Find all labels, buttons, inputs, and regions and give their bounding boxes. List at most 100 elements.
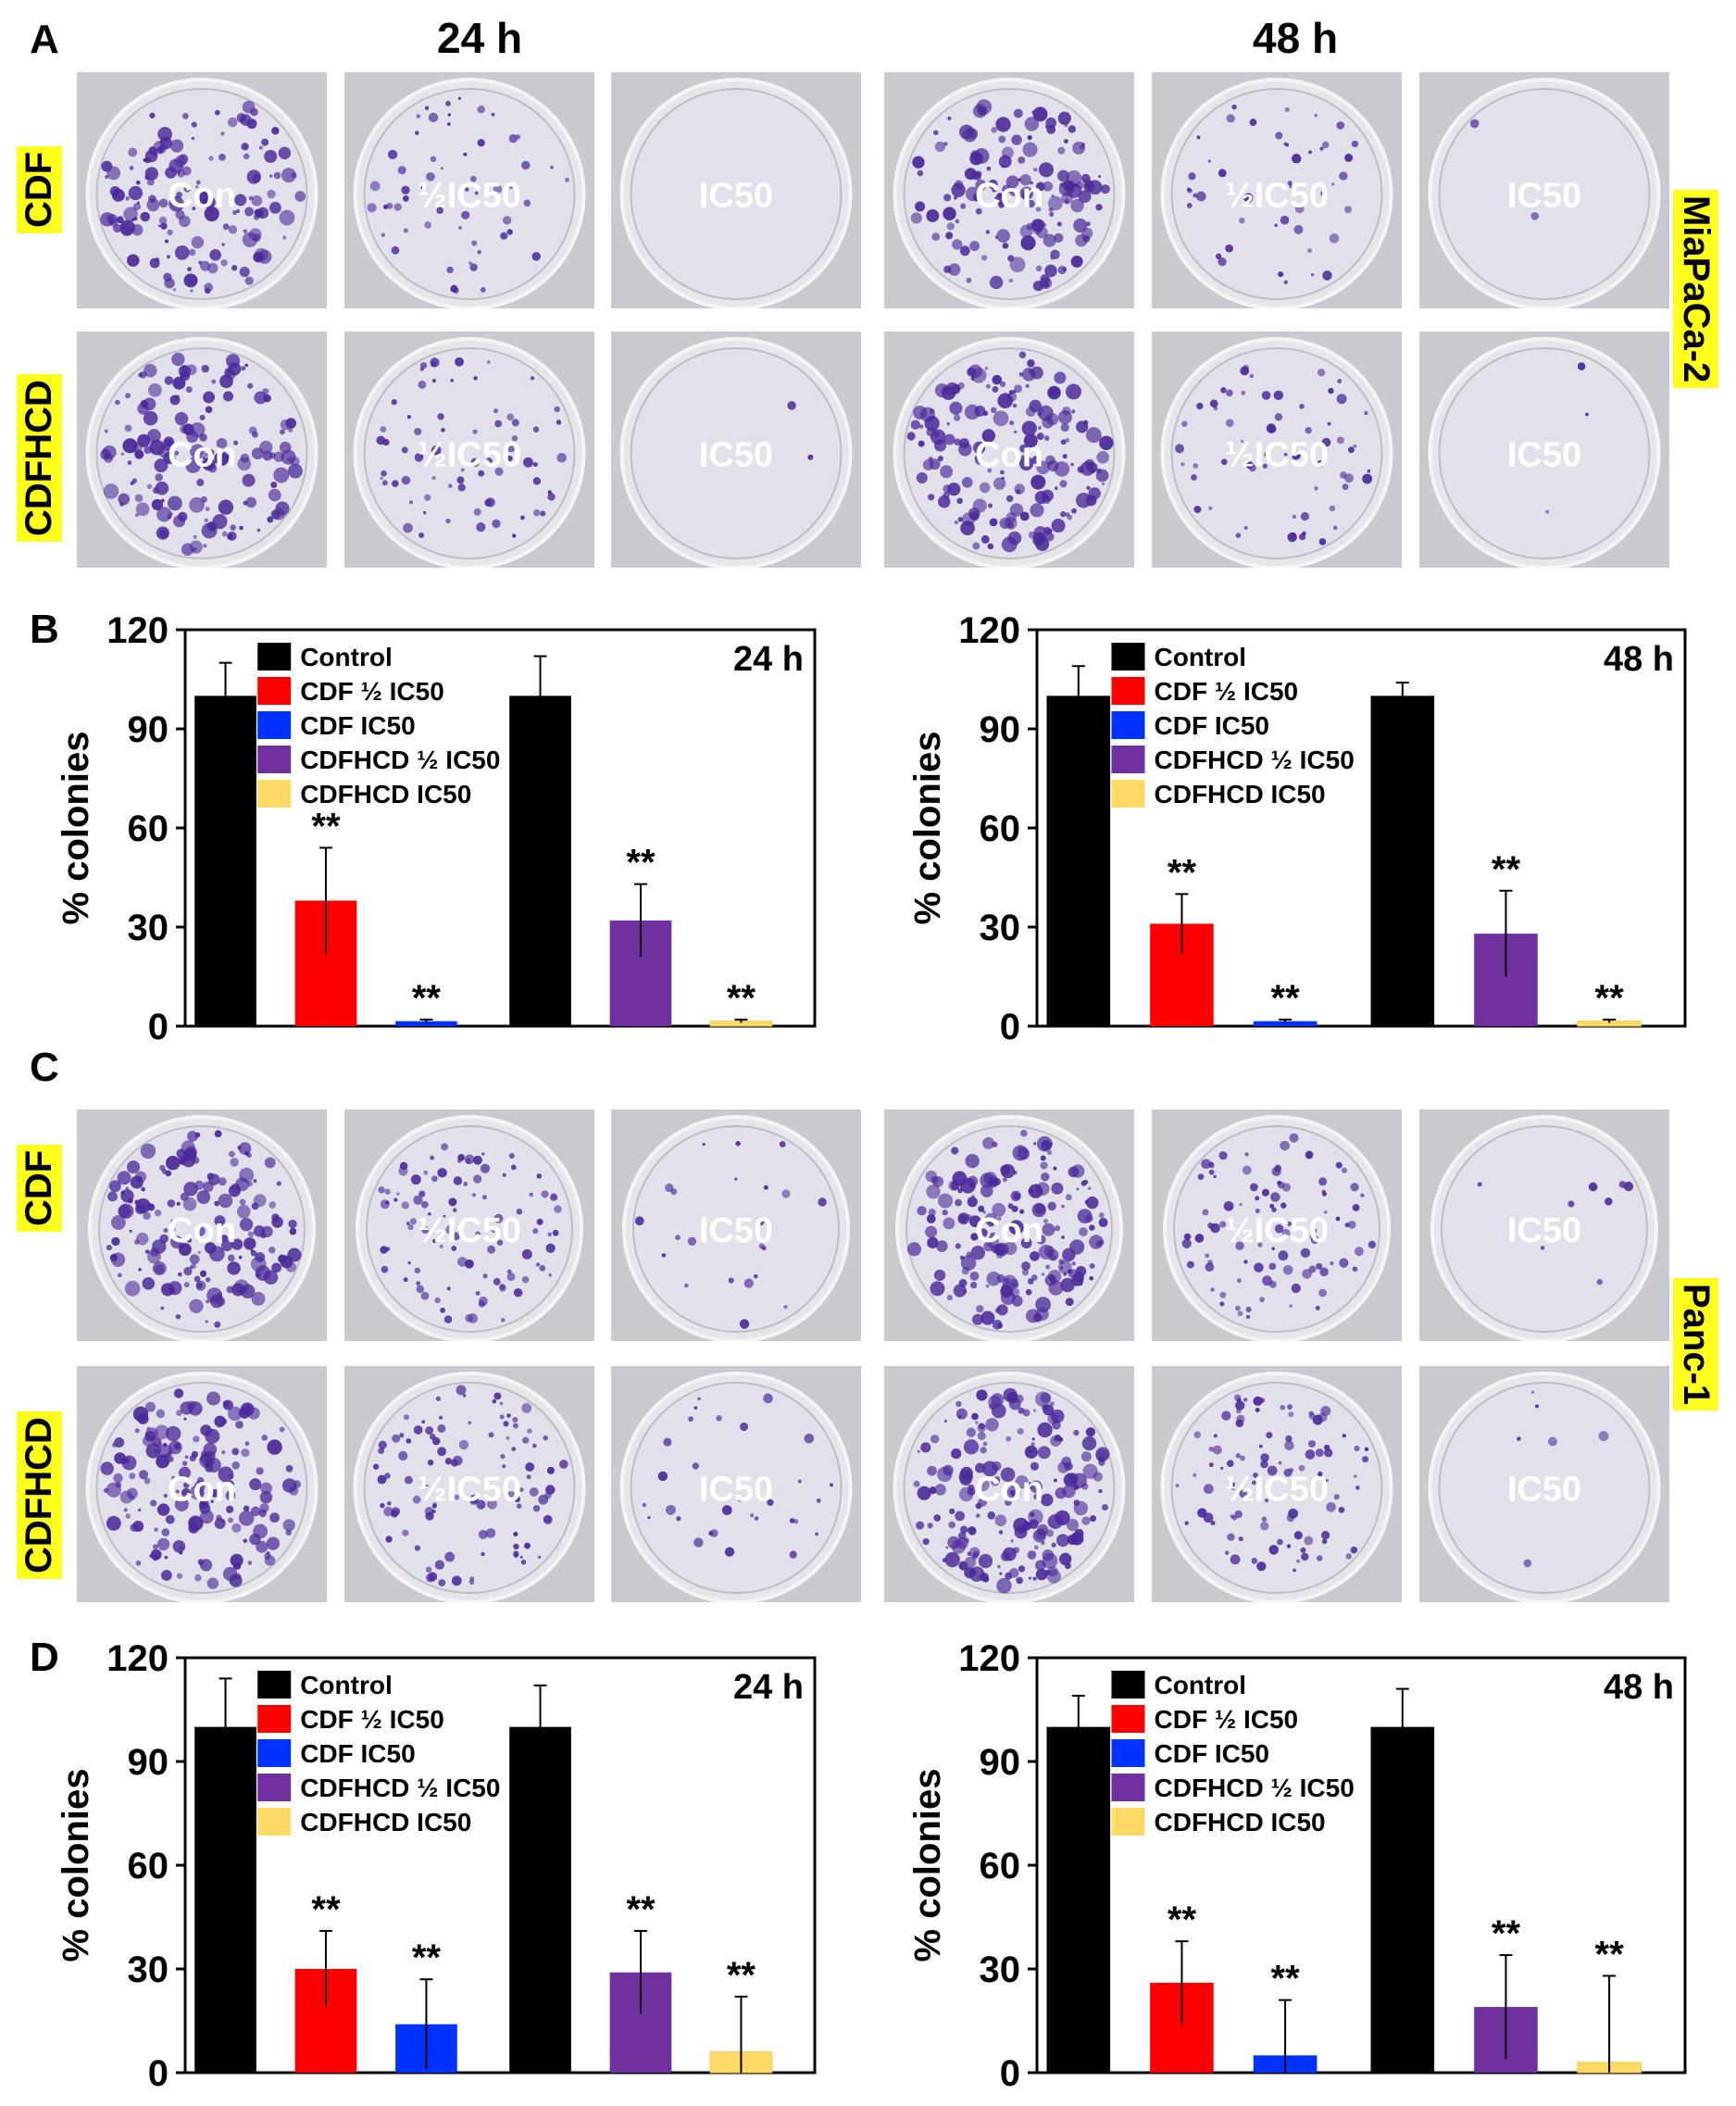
dish-label: ½IC50 [418,436,521,475]
legend-label: Control [1155,1671,1247,1699]
dish-photo: ½IC50 [1152,72,1402,308]
dish-label: ½IC50 [418,1471,521,1510]
chart-time-label: 48 h [1604,640,1674,679]
bar [509,696,571,1026]
row-label-cdfhcd-a: CDFHCD [17,374,62,542]
y-tick-label: 90 [128,709,169,750]
legend-swatch [1111,643,1145,671]
y-tick-label: 30 [980,908,1021,948]
chart-time-label: 48 h [1604,1668,1674,1707]
dish-photo: Con [77,72,327,308]
significance-marker: ** [1271,978,1301,1019]
significance-marker: ** [1271,1959,1301,1999]
bar [1046,696,1111,1026]
legend-label: CDF IC50 [1155,1739,1269,1768]
bar [395,1021,457,1026]
dish-photo: IC50 [1419,332,1669,568]
legend-swatch [257,780,292,808]
legend-label: CDF ½ IC50 [1155,1705,1299,1734]
dish-label: ½IC50 [1225,1211,1329,1250]
y-tick-label: 90 [128,1742,169,1783]
y-tick-label: 0 [1000,1007,1020,1047]
legend-swatch [257,1671,292,1699]
bar [509,1726,571,2073]
legend-swatch [1111,780,1145,808]
bar-chart-b-48h: 0 30 60 90 120 % colonies 48 h ** ** ** ** Control C… [880,610,1694,1047]
dish-label: Con [975,436,1043,475]
cell-line-miapaca2: MiaPaCa-2 [1673,190,1718,389]
dish-photo: Con [77,332,327,568]
y-tick-label: 120 [958,610,1020,651]
legend-label: CDF IC50 [1155,711,1269,740]
legend-swatch [1111,677,1145,705]
dish-label: ½IC50 [1225,436,1329,475]
legend-label: CDFHCD IC50 [300,780,471,809]
dish-label: IC50 [699,436,773,475]
legend-label: CDF ½ IC50 [1155,677,1299,706]
y-tick-label: 0 [148,1007,169,1047]
dish-photo: ½IC50 [1152,1109,1402,1341]
panel-label-b: B [30,607,59,652]
legend-label: CDF IC50 [300,711,415,740]
cell-line-panc1: Panc-1 [1673,1278,1718,1411]
legend-label: Control [300,1671,393,1699]
significance-marker: ** [1492,1913,1521,1954]
legend-label: Control [1155,643,1247,671]
y-tick-label: 60 [980,809,1021,849]
y-tick-label: 120 [106,1638,169,1679]
significance-marker: ** [412,978,442,1019]
y-tick-label: 60 [128,809,169,849]
y-tick-label: 120 [958,1638,1020,1679]
legend-label: CDFHCD IC50 [300,1808,471,1836]
bar [194,696,256,1026]
significance-marker: ** [311,806,341,846]
y-tick-label: 60 [128,1846,169,1887]
dish-photo: ½IC50 [344,1109,594,1341]
significance-marker: ** [626,843,656,884]
bar [194,1726,256,2073]
dish-photo: Con [77,1366,327,1602]
legend-label: CDF IC50 [300,1739,415,1768]
legend-swatch [1111,1739,1145,1767]
significance-marker: ** [1492,849,1521,890]
legend-swatch [1111,1774,1145,1801]
dish-label: IC50 [1507,1211,1581,1250]
legend-swatch [257,1705,292,1733]
legend-label: CDFHCD IC50 [1155,780,1326,809]
dish-photo: Con [77,1109,327,1341]
legend-label: CDFHCD ½ IC50 [1155,746,1355,774]
significance-marker: ** [311,1889,341,1930]
significance-marker: ** [1595,978,1625,1019]
legend-swatch [1111,1808,1145,1836]
dish-label: Con [168,1471,236,1510]
y-tick-label: 120 [106,610,169,651]
legend-swatch [257,711,292,739]
dish-label: ½IC50 [418,1211,521,1250]
legend-swatch [1111,711,1145,739]
y-tick-label: 0 [1000,2053,1020,2094]
dish-label: IC50 [699,1471,773,1510]
y-tick-label: 0 [148,2053,169,2094]
legend-label: CDFHCD IC50 [1155,1808,1326,1836]
dish-label: IC50 [699,1211,773,1250]
row-label-cdf-a: CDF [17,145,62,233]
bar [1370,1726,1435,2073]
dish-label: Con [168,1211,236,1250]
legend-swatch [257,643,292,671]
significance-marker: ** [1168,852,1197,893]
row-label-cdfhcd-c: CDFHCD [17,1411,62,1579]
chart-time-label: 24 h [733,640,804,679]
significance-marker: ** [727,1955,756,1996]
dish-label: IC50 [1507,177,1581,216]
bar-chart-d-24h: 0 30 60 90 120 % colonies 24 h ** ** ** ** Control C… [28,1638,824,2094]
bar-chart-d-48h: 0 30 60 90 120 % colonies 48 h ** ** ** ** Control C… [880,1638,1694,2094]
bar [1370,696,1435,1026]
chart-time-label: 24 h [733,1668,804,1707]
y-tick-label: 30 [980,1949,1021,1990]
legend-label: CDFHCD ½ IC50 [300,1774,500,1802]
panel-label-a: A [30,17,59,62]
legend-swatch [257,746,292,773]
legend-swatch [257,1808,292,1836]
legend-label: Control [300,643,393,671]
dish-label: Con [168,177,236,216]
